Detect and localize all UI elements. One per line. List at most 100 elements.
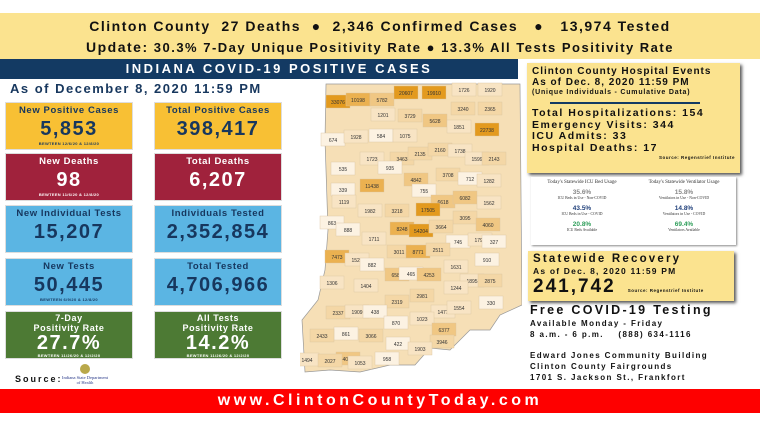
- county-case-count: 3066: [365, 334, 376, 340]
- county-case-count: 5628: [429, 119, 440, 125]
- as-of-date: As of December 8, 2020 11:59 PM: [10, 81, 262, 96]
- usage-label: ICU Beds in Use - Non-COVID: [557, 196, 607, 200]
- county-case-count: 958: [383, 357, 392, 363]
- county-shape: [331, 194, 357, 209]
- county-shape: [409, 288, 435, 303]
- indiana-title-bar: INDIANA COVID-19 POSITIVE CASES: [0, 59, 518, 79]
- county-case-count: 1738: [454, 149, 465, 155]
- ventilator-usage: Today's Statewide Ventilator Usage 15.8% V…: [635, 180, 733, 237]
- card-title: New Individual Tests: [16, 208, 122, 219]
- county-shape: [451, 82, 477, 97]
- county-shape: [384, 294, 410, 309]
- county-case-count: 1726: [458, 88, 469, 94]
- card-date-range: BEWTEEN 11/26/20 & 12/2/20: [186, 353, 250, 358]
- usage-label: Ventilators in Use - COVID: [662, 212, 706, 216]
- county-shape: [343, 129, 369, 144]
- card-value: 98: [56, 169, 82, 191]
- card-title: New Deaths: [39, 156, 99, 167]
- source-label: Source:: [15, 374, 63, 384]
- county-case-count: 2027: [324, 359, 335, 365]
- county-shape: [475, 217, 501, 232]
- usage-label: ICU Beds Available: [566, 228, 598, 232]
- county-shape: [330, 161, 356, 176]
- county-case-count: 2981: [416, 294, 427, 300]
- usage-percent: 69.4%: [674, 221, 694, 228]
- hospital-as-of: As of Dec. 8, 2020 11:59 PM: [532, 77, 690, 88]
- county-case-count: 327: [490, 240, 499, 246]
- county-shape: [425, 242, 451, 257]
- county-case-count: 438: [371, 310, 380, 316]
- county-shape: [477, 101, 503, 116]
- county-case-count: 10198: [351, 98, 365, 104]
- county-shape: [393, 85, 419, 100]
- card-value: 50,445: [33, 274, 105, 296]
- county-shape: [362, 304, 388, 319]
- county-shape: [443, 259, 469, 274]
- county-case-count: 20607: [399, 91, 413, 97]
- county-case-count: 2143: [488, 157, 499, 163]
- county-case-count: 2319: [391, 300, 402, 306]
- stat-card: New Individual Tests 15,207: [5, 205, 133, 253]
- county-case-count: 1023: [416, 317, 427, 323]
- hospital-source: Source: Regenstrief Institute: [658, 155, 735, 160]
- stat-card: 7-Day Positivity Rate 27.7% BEWTEEN 11/26/…: [5, 311, 133, 359]
- top-banner: Clinton County 27 Deaths ● 2,346 Confirm…: [0, 13, 760, 59]
- indiana-county-map: 33076 10198 5782 20607 19910 1726 1920 1201 3729…: [300, 82, 522, 373]
- card-title: New Tests: [43, 261, 95, 272]
- county-shape: [477, 82, 503, 97]
- card-date-range: BEWTEEN 6/9/20 & 12/8/20: [40, 297, 98, 302]
- county-case-count: 2433: [316, 334, 327, 340]
- banner-line2: Update: 30.3% 7-Day Unique Positivity Ra…: [0, 37, 760, 58]
- county-case-count: 1711: [369, 237, 380, 243]
- county-case-count: 3011: [394, 250, 405, 256]
- stat-card: New Positive Cases 5,853 BEWTEEN 12/6/20 &…: [5, 102, 133, 150]
- testing-address-2: Clinton County Fairgrounds: [530, 362, 673, 371]
- county-shape: [319, 275, 345, 290]
- usage-label: Ventilators in Use - Non-COVID: [658, 196, 710, 200]
- banner-line1: Clinton County 27 Deaths ● 2,346 Confirm…: [89, 18, 671, 34]
- county-case-count: 5782: [376, 98, 387, 104]
- stat-hospitalizations: Total Hospitalizations: 154: [532, 107, 705, 119]
- testing-address-3: 1701 S. Jackson St., Frankfort: [530, 373, 686, 382]
- county-case-count: 2160: [434, 148, 445, 154]
- isdh-logo-text: Indiana State Department of Health: [62, 375, 108, 385]
- county-shape: [383, 315, 409, 330]
- stat-card: All Tests Positivity Rate 14.2% BEWTEEN 11…: [154, 311, 282, 359]
- county-case-count: 861: [342, 332, 351, 338]
- county-case-count: 1851: [453, 125, 464, 131]
- website-footer[interactable]: www.ClintonCountyToday.com: [0, 389, 760, 413]
- county-case-count: 1895: [466, 279, 477, 285]
- county-case-count: 712: [466, 177, 475, 183]
- usage-percent: 35.6%: [572, 189, 592, 196]
- card-value: 6,207: [189, 169, 247, 191]
- county-shape: [477, 273, 503, 288]
- county-case-count: 3946: [436, 340, 447, 346]
- county-shape: [446, 119, 472, 134]
- county-case-count: 1903: [414, 347, 425, 353]
- county-case-count: 7473: [331, 255, 342, 261]
- county-case-count: 3218: [391, 209, 402, 215]
- county-case-count: 6082: [459, 196, 470, 202]
- free-testing-info: Free COVID-19 Testing Available Monday -…: [530, 302, 713, 383]
- stat-card: Total Deaths 6,207: [154, 153, 282, 201]
- usage-percent: 43.5%: [572, 205, 592, 212]
- card-title: Total Positive Cases: [166, 105, 270, 116]
- county-case-count: 4842: [410, 178, 421, 184]
- card-value: 27.7%: [36, 332, 102, 354]
- card-value: 2,352,854: [166, 221, 270, 243]
- county-case-count: 2337: [332, 311, 343, 317]
- stat-emergency-visits: Emergency Visits: 344: [532, 118, 675, 131]
- county-case-count: 465: [407, 272, 416, 278]
- county-case-count: 6377: [438, 328, 449, 334]
- county-shape: [392, 128, 418, 143]
- county-case-count: 1909: [351, 310, 362, 316]
- card-value: 4,706,966: [166, 274, 270, 296]
- card-value: 15,207: [33, 221, 105, 243]
- hospital-note: (Unique Individuals - Cumulative Data): [532, 89, 691, 96]
- county-shape: [421, 85, 447, 100]
- county-shape: [377, 160, 403, 175]
- county-case-count: 4253: [423, 273, 434, 279]
- county-case-count: 1306: [326, 281, 337, 287]
- usage-percent: 20.8%: [572, 221, 592, 228]
- stat-card: New Deaths 98 BEWTEEN 11/6/20 & 12/8/20: [5, 153, 133, 201]
